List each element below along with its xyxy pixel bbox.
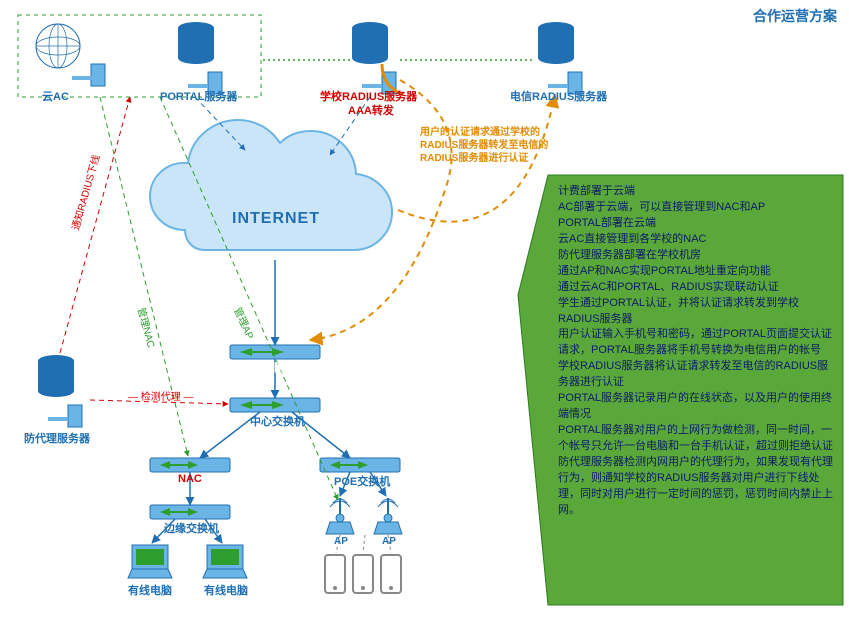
school-radius-sub: AAA转发 bbox=[348, 102, 394, 118]
edge-auth-forward-down bbox=[310, 80, 452, 340]
poe-switch-label: POE交换机 bbox=[334, 473, 390, 489]
info-line: 学生通过PORTAL认证，并将认证请求转发到学校RADIUS服务器 bbox=[558, 296, 834, 328]
auth-forward-label: 用户的认证请求通过学校的RADIUS服务器转发至电信的RADIUS服务器进行认证 bbox=[420, 126, 570, 165]
core-switch-label: 中心交换机 bbox=[250, 413, 305, 429]
wired-pc2-label: 有线电脑 bbox=[204, 582, 248, 598]
info-line: AC部署于云端，可以直接管理到NAC和AP bbox=[558, 200, 834, 216]
wired-pc1-icon bbox=[128, 545, 172, 578]
ap2-icon bbox=[374, 498, 402, 534]
info-line: 通过云AC和PORTAL、RADIUS实现联动认证 bbox=[558, 280, 834, 296]
manage-ap-label: 管理AP bbox=[231, 304, 258, 341]
info-line: 云AC直接管理到各学校的NAC bbox=[558, 232, 834, 248]
diagram-title: 合作运营方案 bbox=[753, 6, 837, 26]
portal-label: PORTAL服务器 bbox=[160, 88, 237, 104]
manage-nac-label: 管理NAC bbox=[135, 306, 160, 350]
detect-proxy-label: — 检测代理 — bbox=[128, 388, 194, 403]
edge-switch-icon bbox=[150, 505, 230, 519]
telecom-radius-icon bbox=[538, 22, 582, 94]
telecom-radius-label: 电信RADIUS服务器 bbox=[510, 88, 607, 104]
flow-gateway-label: 流控网关 bbox=[252, 359, 296, 375]
portal-server-icon bbox=[178, 22, 222, 94]
ap1-icon bbox=[326, 498, 354, 534]
info-panel: 计费部署于云端 AC部署于云端，可以直接管理到NAC和AP PORTAL部署在云… bbox=[552, 178, 840, 602]
info-line: 防代理服务器部署在学校机房 bbox=[558, 248, 834, 264]
edge-portal-internet bbox=[195, 97, 245, 150]
school-radius-icon bbox=[352, 22, 402, 94]
ap2-label: AP bbox=[382, 536, 396, 547]
nac-icon bbox=[150, 458, 230, 472]
core-switch-icon bbox=[230, 398, 320, 412]
info-line: 用户认证输入手机号和密码，通过PORTAL页面提交认证请求，PORTAL服务器将… bbox=[558, 327, 834, 359]
edge-switch-label: 边缘交换机 bbox=[164, 520, 219, 536]
ap1-label: AP bbox=[334, 536, 348, 547]
info-line: 防代理服务器检测内网用户的代理行为，如果发现有代理行为，则通知学校的RADIUS… bbox=[558, 455, 834, 519]
radius-offline-label: 通知RADIUS下线 bbox=[67, 153, 103, 232]
info-line: PORTAL服务器对用户的上网行为做检测，同一时间，一个帐号只允许一台电脑和一台… bbox=[558, 423, 834, 455]
edge-manage-ap bbox=[160, 97, 338, 500]
anti-proxy-label: 防代理服务器 bbox=[24, 430, 90, 446]
cloud-ac-icon bbox=[36, 24, 105, 86]
info-line: 计费部署于云端 bbox=[558, 184, 834, 200]
flow-gateway-icon bbox=[230, 345, 320, 359]
info-line: 通过AP和NAC实现PORTAL地址重定向功能 bbox=[558, 264, 834, 280]
info-line: PORTAL部署在云端 bbox=[558, 216, 834, 232]
poe-switch-icon bbox=[320, 458, 400, 472]
nac-label: NAC bbox=[178, 473, 202, 485]
info-line: PORTAL服务器记录用户的在线状态，以及用户的使用终端情况 bbox=[558, 391, 834, 423]
phone-icons bbox=[325, 555, 401, 593]
edge-ap-phone2 bbox=[363, 535, 365, 553]
cloud-group-box bbox=[18, 15, 261, 97]
info-line: 学校RADIUS服务器将认证请求转发至电信的RADIUS服务器进行认证 bbox=[558, 359, 834, 391]
anti-proxy-icon bbox=[38, 355, 82, 427]
internet-label: INTERNET bbox=[232, 210, 320, 228]
wired-pc2-icon bbox=[203, 545, 247, 578]
wired-pc1-label: 有线电脑 bbox=[128, 582, 172, 598]
cloud-ac-label: 云AC bbox=[42, 88, 69, 104]
internet-cloud-icon bbox=[150, 120, 392, 250]
